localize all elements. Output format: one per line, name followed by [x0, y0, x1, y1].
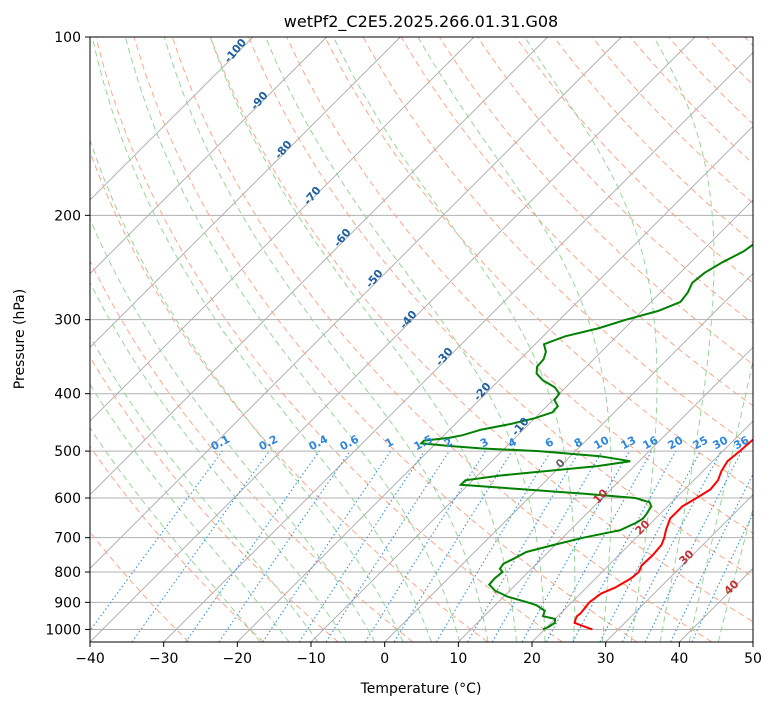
plot-frame: [89, 36, 754, 643]
dry-adiabat-line: [95, 37, 563, 642]
x-tick-label: 0: [380, 651, 389, 667]
isotherm-line: [90, 37, 475, 422]
mixing-ratio-line: [572, 450, 677, 642]
mixing-ratio-line: [90, 450, 223, 632]
mixing-ratio-line: [644, 450, 743, 642]
x-tick-label: 30: [597, 651, 615, 667]
dry-adiabat-line: [90, 356, 339, 642]
moist-adiabat-line: [417, 37, 612, 642]
mixing-ratio-line: [670, 473, 753, 642]
mixing-ratio-label: 10: [592, 433, 612, 452]
isotherm-line: [90, 37, 401, 348]
isotherm-line: [605, 494, 753, 642]
x-axis-label: Temperature (°C): [360, 681, 482, 697]
y-tick-label: 300: [54, 313, 81, 329]
dewpoint-trace: [419, 243, 753, 631]
y-axis-label: Pressure (hPa): [12, 289, 28, 389]
moist-adiabat-line: [90, 383, 290, 642]
moist-adiabat-line: [163, 37, 489, 642]
dry-adiabat-line: [286, 37, 753, 534]
moist-adiabat-line: [209, 37, 517, 642]
y-tick-label: 1000: [45, 622, 81, 638]
isotherm-line: [163, 52, 753, 642]
y-tick-label: 600: [54, 491, 81, 507]
x-tick-label: −20: [223, 651, 253, 667]
moist-adiabat-line: [90, 281, 347, 642]
x-tick-label: 20: [523, 651, 541, 667]
isotherm-line: [90, 37, 548, 496]
moist-adiabat-line: [90, 335, 319, 642]
isotherm-line: [237, 125, 753, 642]
moist-adiabat-line: [653, 37, 715, 642]
moist-adiabat-line: [688, 358, 753, 642]
chart-title: wetPf2_C2E5.2025.266.01.31.G08: [284, 12, 558, 32]
moist-adiabat-line: [524, 37, 658, 642]
mixing-ratio-line: [262, 450, 392, 642]
x-tick-label: −30: [149, 651, 179, 667]
y-tick-label: 900: [54, 595, 81, 611]
mixing-ratio-line: [298, 450, 425, 642]
mixing-ratio-label: 16: [641, 433, 661, 452]
dry-adiabat-line: [324, 37, 753, 491]
moist-adiabat-line: [90, 217, 376, 642]
dry-adiabat-line: [90, 445, 264, 642]
mixing-ratio-label: 30: [711, 433, 731, 452]
dry-adiabat-line: [248, 37, 753, 578]
mixing-ratio-label: 36: [732, 433, 752, 452]
y-tick-label: 800: [54, 565, 81, 581]
axis-ticks: −40 −30 −20 −10 0 10 20 30 40 50 100 200 300 400 500 60…: [45, 30, 762, 667]
isotherm-line: [90, 37, 622, 569]
isotherm-line: [458, 346, 753, 642]
x-tick-label: −10: [296, 651, 326, 667]
isotherm-line: [90, 37, 327, 275]
mixing-ratio-label: 20: [666, 433, 686, 452]
dry-adiabat-line: [210, 37, 753, 623]
moist-adiabat-line: [265, 37, 546, 642]
dry-adiabat-line: [90, 259, 414, 642]
temperature-trace: [573, 438, 753, 631]
y-tick-label: 700: [54, 531, 81, 547]
isotherm-line: [90, 37, 254, 201]
profile-traces: [419, 243, 753, 631]
isotherm-line: [531, 420, 753, 642]
isotherm-line: [384, 273, 753, 642]
x-tick-label: 50: [744, 651, 762, 667]
y-tick-label: 100: [54, 30, 81, 46]
moist-adiabat-line: [90, 138, 404, 642]
mixing-ratio-label: 13: [619, 434, 639, 453]
mixing-ratio-line: [545, 450, 653, 642]
moist-adiabat-line: [91, 37, 432, 642]
mixing-ratio-line: [218, 450, 351, 642]
y-tick-label: 200: [54, 208, 81, 224]
x-tick-label: 10: [449, 651, 467, 667]
mixing-ratio-line: [185, 450, 320, 642]
background-lines: [90, 37, 753, 642]
mixing-ratio-line: [131, 450, 270, 642]
moist-adiabat-line: [125, 37, 461, 642]
y-tick-label: 500: [54, 444, 81, 460]
mixing-ratio-label: 25: [691, 434, 711, 453]
dry-adiabat-line: [515, 37, 753, 284]
isotherm-line: [90, 37, 696, 642]
moist-adiabat-line: [717, 506, 753, 642]
x-tick-label: 40: [670, 651, 688, 667]
moist-adiabat-line: [90, 427, 261, 642]
y-tick-label: 400: [54, 387, 81, 403]
x-tick-label: −40: [75, 651, 105, 667]
moist-adiabat-line: [332, 37, 576, 642]
mixing-ratio-line: [393, 450, 513, 642]
mixing-ratio-line: [325, 450, 450, 642]
